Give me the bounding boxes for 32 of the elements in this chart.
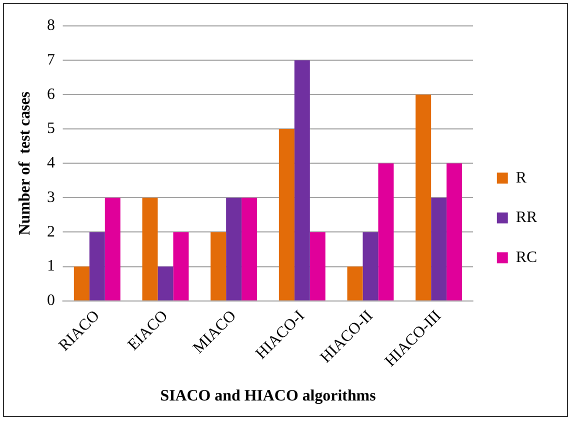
y-tick-label: 7	[47, 51, 56, 68]
legend-label: R	[516, 169, 527, 186]
y-tick-label: 4	[47, 154, 56, 172]
bar	[431, 198, 447, 300]
bar	[446, 163, 462, 300]
legend-label: RR	[516, 209, 538, 226]
y-tick-label: 5	[47, 120, 56, 138]
y-tick-label: 0	[47, 292, 56, 310]
bar	[210, 232, 226, 300]
y-tick-label: 6	[47, 86, 56, 103]
y-tick-label: 1	[47, 258, 56, 275]
bar	[278, 129, 294, 300]
bar	[158, 266, 174, 300]
bar	[310, 232, 326, 300]
bar	[294, 60, 310, 300]
bar	[89, 232, 105, 300]
y-tick-label: 2	[47, 223, 56, 240]
y-axis-title: Number of test cases	[16, 92, 34, 236]
bar	[226, 198, 242, 300]
legend-label: RC	[516, 248, 538, 266]
bar	[416, 94, 432, 300]
bar	[104, 198, 120, 300]
y-tick-label: 3	[47, 188, 56, 206]
x-axis-title: SIACO and HIACO algorithms	[160, 388, 376, 405]
bar	[74, 266, 90, 300]
bar	[173, 232, 189, 300]
y-tick-label: 8	[47, 17, 56, 34]
bar	[347, 266, 363, 300]
bar	[142, 198, 158, 300]
bar	[378, 163, 394, 300]
bar	[362, 232, 378, 300]
bar	[242, 198, 258, 300]
